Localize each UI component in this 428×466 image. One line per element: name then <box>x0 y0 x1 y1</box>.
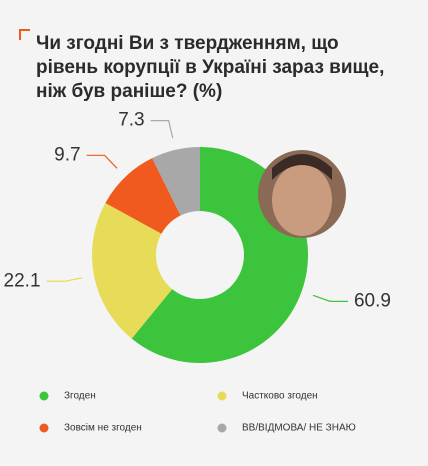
legend-label: ВВ/ВІДМОВА/ НЕ ЗНАЮ <box>242 423 356 434</box>
leader-line <box>86 154 118 169</box>
leader-line <box>150 120 174 139</box>
legend-label: Згоден <box>64 391 96 402</box>
data-label: 7.3 <box>118 110 144 131</box>
legend-marker <box>39 391 49 401</box>
legend-label: Частково згоден <box>242 391 318 402</box>
data-label: 22.1 <box>4 270 41 291</box>
legend-marker <box>217 391 227 401</box>
donut-slice <box>92 202 173 339</box>
data-label: 9.7 <box>54 144 80 165</box>
legend-marker <box>39 423 49 433</box>
leader-line <box>46 277 83 282</box>
legend-marker <box>217 423 227 433</box>
title-accent <box>19 29 30 40</box>
chart-title: Чи згодні Ви з твердженням, що рівень ко… <box>36 33 385 102</box>
data-label: 60.9 <box>354 290 391 311</box>
donut-slice <box>105 158 181 234</box>
leader-line <box>312 294 348 302</box>
photo <box>258 150 346 238</box>
donut-slice <box>152 147 200 216</box>
legend-label: Зовсім не згоден <box>64 423 142 434</box>
